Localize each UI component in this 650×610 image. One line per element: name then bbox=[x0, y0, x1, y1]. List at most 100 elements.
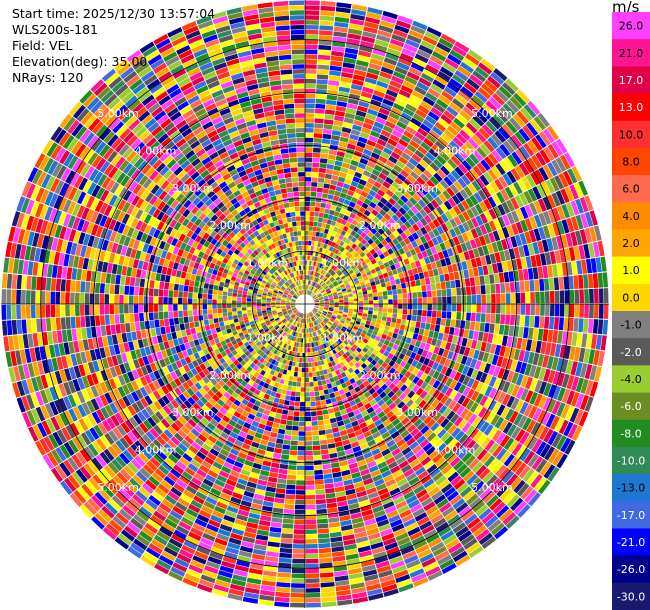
range-gate bbox=[334, 110, 346, 117]
range-gate bbox=[380, 383, 388, 391]
range-gate bbox=[350, 129, 361, 136]
range-gate bbox=[374, 238, 381, 246]
range-gate bbox=[375, 116, 386, 125]
range-gate bbox=[586, 333, 593, 349]
range-gate bbox=[359, 131, 370, 139]
range-gate bbox=[454, 254, 461, 263]
range-gate bbox=[549, 343, 557, 357]
range-gate bbox=[329, 263, 334, 269]
range-gate bbox=[501, 82, 516, 96]
range-gate bbox=[578, 274, 584, 289]
range-gate bbox=[444, 397, 453, 407]
range-gate bbox=[407, 304, 413, 310]
range-gate bbox=[391, 406, 400, 414]
range-gate bbox=[439, 274, 445, 283]
range-gate bbox=[316, 84, 328, 90]
range-gate bbox=[585, 258, 593, 274]
range-gate bbox=[305, 142, 313, 148]
range-gate bbox=[372, 272, 378, 278]
range-gate bbox=[308, 270, 311, 275]
range-gate bbox=[371, 366, 378, 373]
range-gate bbox=[449, 49, 465, 61]
range-gate bbox=[382, 10, 398, 20]
range-gate bbox=[284, 504, 295, 510]
range-gate bbox=[420, 217, 428, 227]
range-gate bbox=[334, 305, 339, 308]
range-gate bbox=[318, 425, 325, 431]
range-gate bbox=[388, 299, 393, 304]
range-gate bbox=[355, 145, 365, 153]
range-gate bbox=[370, 235, 378, 242]
range-gate bbox=[418, 399, 427, 409]
range-gate bbox=[578, 347, 586, 363]
range-gate bbox=[430, 435, 440, 446]
range-gate bbox=[426, 432, 437, 442]
range-gate bbox=[429, 408, 438, 419]
range-gate bbox=[271, 517, 283, 523]
range-gate bbox=[285, 395, 291, 401]
range-gate bbox=[483, 198, 493, 210]
range-gate bbox=[329, 70, 341, 77]
range-gate bbox=[291, 366, 295, 372]
range-gate bbox=[535, 340, 542, 354]
range-gate bbox=[491, 294, 496, 304]
range-gate bbox=[468, 98, 482, 111]
range-gate bbox=[327, 312, 332, 316]
range-gate bbox=[323, 295, 328, 298]
range-gate bbox=[393, 202, 402, 211]
range-gate bbox=[325, 260, 330, 266]
range-gate bbox=[350, 331, 356, 336]
range-gate bbox=[588, 349, 596, 365]
range-gate bbox=[458, 270, 465, 279]
range-gate bbox=[554, 343, 562, 358]
range-gate bbox=[365, 282, 371, 288]
range-gate bbox=[461, 451, 473, 463]
range-gate bbox=[503, 437, 515, 451]
range-gate bbox=[415, 321, 421, 328]
range-gate bbox=[532, 407, 542, 421]
range-gate bbox=[320, 289, 326, 294]
range-gate bbox=[284, 499, 295, 505]
range-gate bbox=[306, 290, 308, 295]
range-gate bbox=[268, 472, 279, 478]
range-gate bbox=[331, 338, 336, 344]
range-gate bbox=[460, 355, 468, 365]
range-gate bbox=[470, 206, 479, 217]
range-gate bbox=[305, 558, 319, 564]
range-gate bbox=[315, 277, 319, 283]
range-gate bbox=[370, 373, 378, 380]
range-gate bbox=[480, 83, 495, 96]
range-gate bbox=[319, 15, 335, 22]
range-gate bbox=[523, 450, 535, 465]
range-gate bbox=[543, 128, 555, 143]
range-gate bbox=[362, 264, 369, 270]
range-gate bbox=[319, 439, 328, 445]
range-gate bbox=[363, 326, 369, 332]
range-gate bbox=[296, 386, 301, 392]
range-gate bbox=[397, 308, 403, 314]
range-gate bbox=[509, 117, 522, 131]
range-gate bbox=[554, 304, 560, 317]
range-gate bbox=[468, 137, 479, 150]
range-gate bbox=[365, 72, 379, 80]
range-gate bbox=[374, 164, 383, 173]
range-gate bbox=[435, 317, 442, 325]
range-gate bbox=[338, 309, 344, 312]
range-gate bbox=[547, 430, 558, 446]
range-gate bbox=[479, 275, 485, 285]
range-gate bbox=[321, 143, 330, 149]
range-gate bbox=[324, 228, 329, 234]
range-gate bbox=[592, 273, 599, 288]
range-gate bbox=[552, 207, 561, 222]
range-gate bbox=[465, 240, 473, 251]
range-gate bbox=[424, 256, 431, 265]
range-gate bbox=[499, 487, 513, 501]
range-gate bbox=[518, 326, 524, 338]
range-gate bbox=[329, 65, 342, 72]
range-gate bbox=[376, 287, 382, 293]
range-gate bbox=[345, 148, 355, 155]
range-gate bbox=[366, 161, 376, 169]
range-gate bbox=[296, 475, 305, 481]
range-gate bbox=[289, 455, 297, 461]
range-gate bbox=[360, 40, 374, 48]
